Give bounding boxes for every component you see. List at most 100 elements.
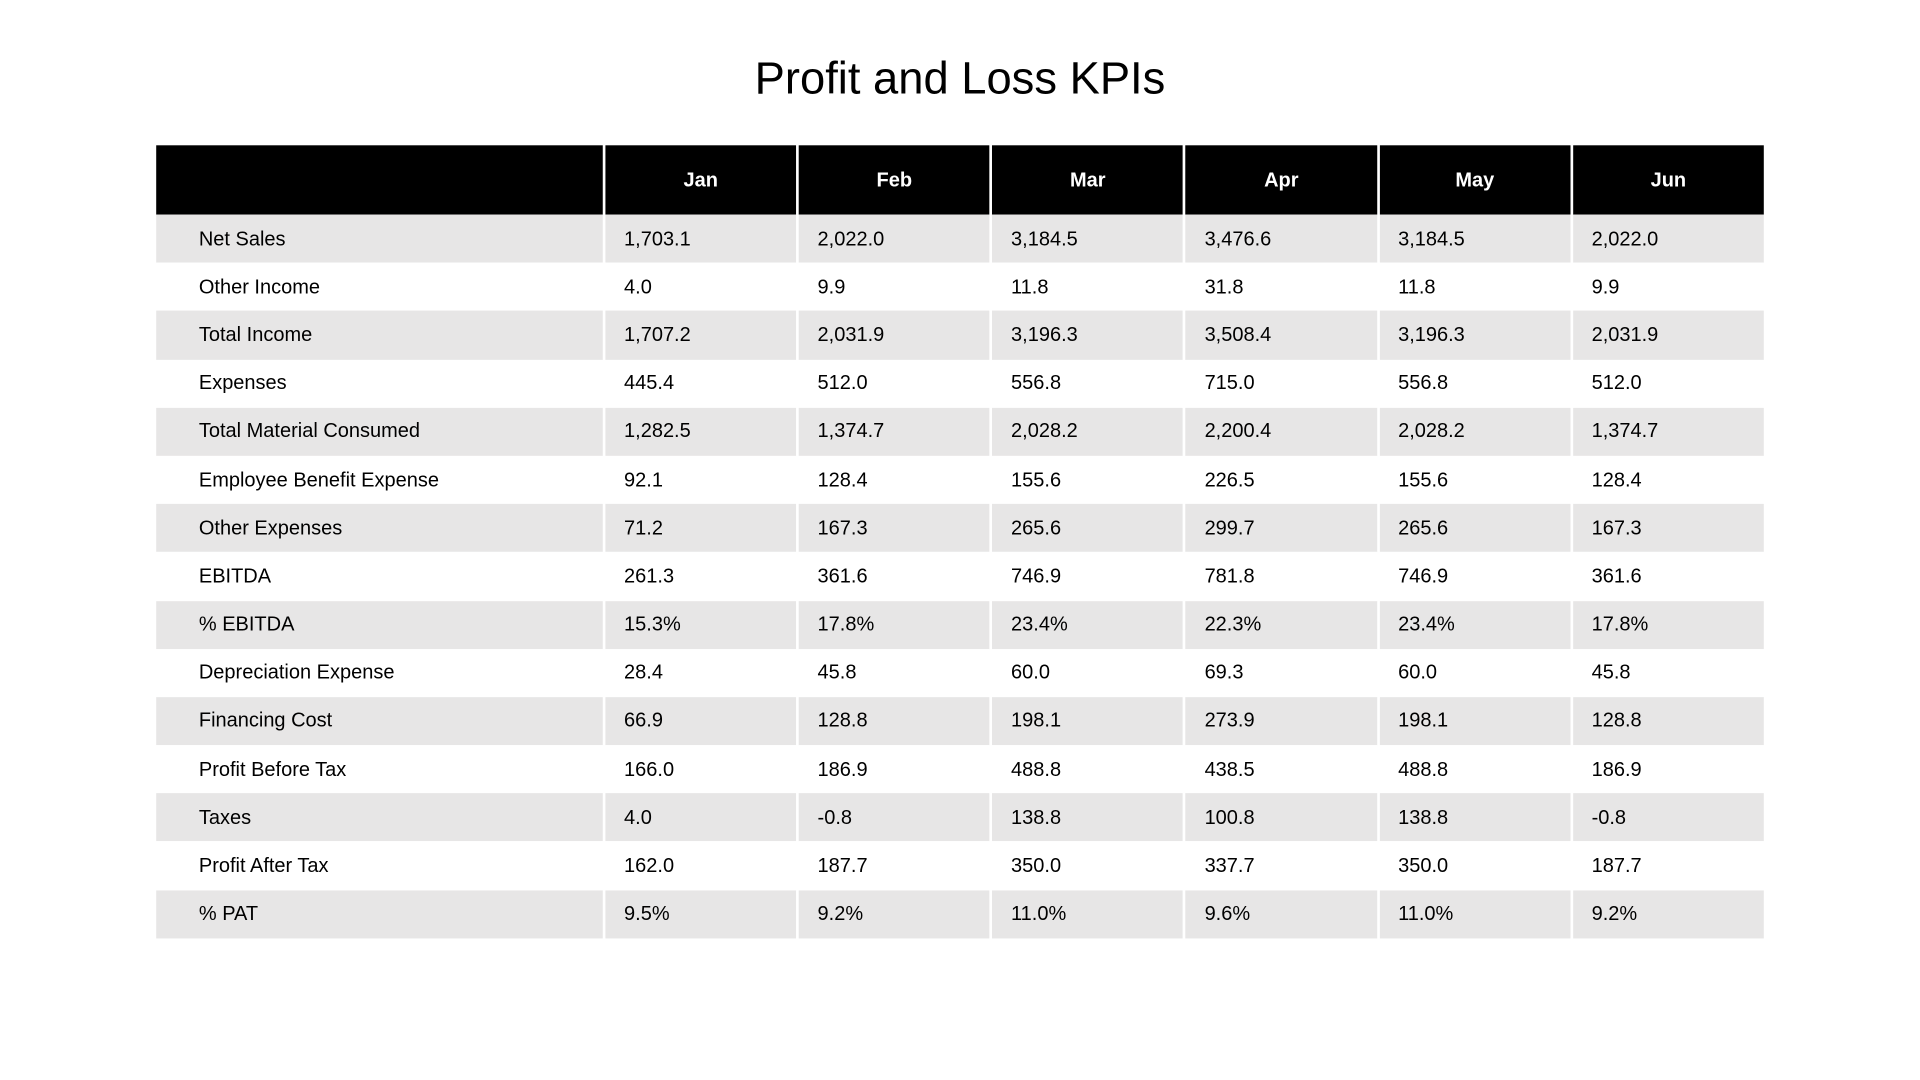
row-label: EBITDA [156, 552, 602, 600]
cell-value: 512.0 [799, 359, 990, 407]
cell-value: 4.0 [605, 793, 796, 841]
header-blank [156, 145, 602, 214]
cell-value: 3,476.6 [1186, 215, 1377, 263]
header-jan: Jan [605, 145, 796, 214]
table-container: Jan Feb Mar Apr May Jun Net Sales1,703.1… [154, 145, 1767, 938]
cell-value: 138.8 [1379, 793, 1570, 841]
cell-value: 186.9 [1573, 745, 1764, 793]
cell-value: 361.6 [799, 552, 990, 600]
table-row: % PAT9.5%9.2%11.0%9.6%11.0%9.2% [156, 890, 1764, 938]
cell-value: 162.0 [605, 842, 796, 890]
table-row: Other Income4.09.911.831.811.89.9 [156, 263, 1764, 311]
cell-value: 556.8 [992, 359, 1183, 407]
cell-value: 66.9 [605, 697, 796, 745]
row-label: Profit After Tax [156, 842, 602, 890]
table-row: Profit After Tax162.0187.7350.0337.7350.… [156, 842, 1764, 890]
cell-value: 128.4 [1573, 456, 1764, 504]
cell-value: 9.9 [799, 263, 990, 311]
row-label: Financing Cost [156, 697, 602, 745]
cell-value: 2,031.9 [799, 311, 990, 359]
cell-value: 3,184.5 [992, 215, 1183, 263]
cell-value: 45.8 [799, 649, 990, 697]
cell-value: -0.8 [799, 793, 990, 841]
cell-value: 746.9 [992, 552, 1183, 600]
cell-value: 350.0 [1379, 842, 1570, 890]
cell-value: 11.0% [1379, 890, 1570, 938]
cell-value: 746.9 [1379, 552, 1570, 600]
row-label: % PAT [156, 890, 602, 938]
cell-value: 2,022.0 [1573, 215, 1764, 263]
cell-value: 265.6 [1379, 504, 1570, 552]
cell-value: 265.6 [992, 504, 1183, 552]
cell-value: 488.8 [992, 745, 1183, 793]
cell-value: 186.9 [799, 745, 990, 793]
header-jun: Jun [1573, 145, 1764, 214]
row-label: Total Material Consumed [156, 408, 602, 456]
cell-value: 128.4 [799, 456, 990, 504]
cell-value: 337.7 [1186, 842, 1377, 890]
cell-value: 166.0 [605, 745, 796, 793]
cell-value: 488.8 [1379, 745, 1570, 793]
cell-value: 23.4% [992, 601, 1183, 649]
cell-value: 198.1 [992, 697, 1183, 745]
table-header-row: Jan Feb Mar Apr May Jun [156, 145, 1764, 214]
cell-value: 438.5 [1186, 745, 1377, 793]
slide: Profit and Loss KPIs Jan Feb Mar Apr May… [0, 0, 1920, 1080]
cell-value: 28.4 [605, 649, 796, 697]
header-mar: Mar [992, 145, 1183, 214]
cell-value: 167.3 [799, 504, 990, 552]
row-label: Depreciation Expense [156, 649, 602, 697]
table-body: Net Sales1,703.12,022.03,184.53,476.63,1… [156, 215, 1764, 939]
cell-value: 167.3 [1573, 504, 1764, 552]
row-label: Expenses [156, 359, 602, 407]
cell-value: 155.6 [992, 456, 1183, 504]
row-label: Profit Before Tax [156, 745, 602, 793]
cell-value: 92.1 [605, 456, 796, 504]
cell-value: 226.5 [1186, 456, 1377, 504]
cell-value: 3,184.5 [1379, 215, 1570, 263]
cell-value: 15.3% [605, 601, 796, 649]
cell-value: 4.0 [605, 263, 796, 311]
cell-value: 445.4 [605, 359, 796, 407]
table-row: Depreciation Expense28.445.860.069.360.0… [156, 649, 1764, 697]
cell-value: 9.9 [1573, 263, 1764, 311]
cell-value: 31.8 [1186, 263, 1377, 311]
cell-value: 2,031.9 [1573, 311, 1764, 359]
table-row: % EBITDA15.3%17.8%23.4%22.3%23.4%17.8% [156, 601, 1764, 649]
cell-value: 138.8 [992, 793, 1183, 841]
pl-kpi-table: Jan Feb Mar Apr May Jun Net Sales1,703.1… [154, 145, 1767, 938]
row-label: Employee Benefit Expense [156, 456, 602, 504]
cell-value: 2,200.4 [1186, 408, 1377, 456]
cell-value: 60.0 [1379, 649, 1570, 697]
row-label: Total Income [156, 311, 602, 359]
cell-value: 100.8 [1186, 793, 1377, 841]
cell-value: 3,196.3 [992, 311, 1183, 359]
row-label: Other Expenses [156, 504, 602, 552]
cell-value: 128.8 [1573, 697, 1764, 745]
table-row: EBITDA261.3361.6746.9781.8746.9361.6 [156, 552, 1764, 600]
cell-value: 69.3 [1186, 649, 1377, 697]
cell-value: 60.0 [992, 649, 1183, 697]
cell-value: 350.0 [992, 842, 1183, 890]
cell-value: 1,282.5 [605, 408, 796, 456]
cell-value: 1,374.7 [1573, 408, 1764, 456]
cell-value: 1,703.1 [605, 215, 796, 263]
header-feb: Feb [799, 145, 990, 214]
cell-value: 361.6 [1573, 552, 1764, 600]
cell-value: 3,196.3 [1379, 311, 1570, 359]
page-title: Profit and Loss KPIs [0, 0, 1920, 145]
cell-value: 23.4% [1379, 601, 1570, 649]
cell-value: 128.8 [799, 697, 990, 745]
cell-value: 9.6% [1186, 890, 1377, 938]
cell-value: 9.2% [1573, 890, 1764, 938]
cell-value: 3,508.4 [1186, 311, 1377, 359]
cell-value: 22.3% [1186, 601, 1377, 649]
cell-value: 781.8 [1186, 552, 1377, 600]
row-label: % EBITDA [156, 601, 602, 649]
row-label: Taxes [156, 793, 602, 841]
cell-value: 17.8% [799, 601, 990, 649]
cell-value: 261.3 [605, 552, 796, 600]
cell-value: 198.1 [1379, 697, 1570, 745]
cell-value: 45.8 [1573, 649, 1764, 697]
cell-value: 187.7 [799, 842, 990, 890]
